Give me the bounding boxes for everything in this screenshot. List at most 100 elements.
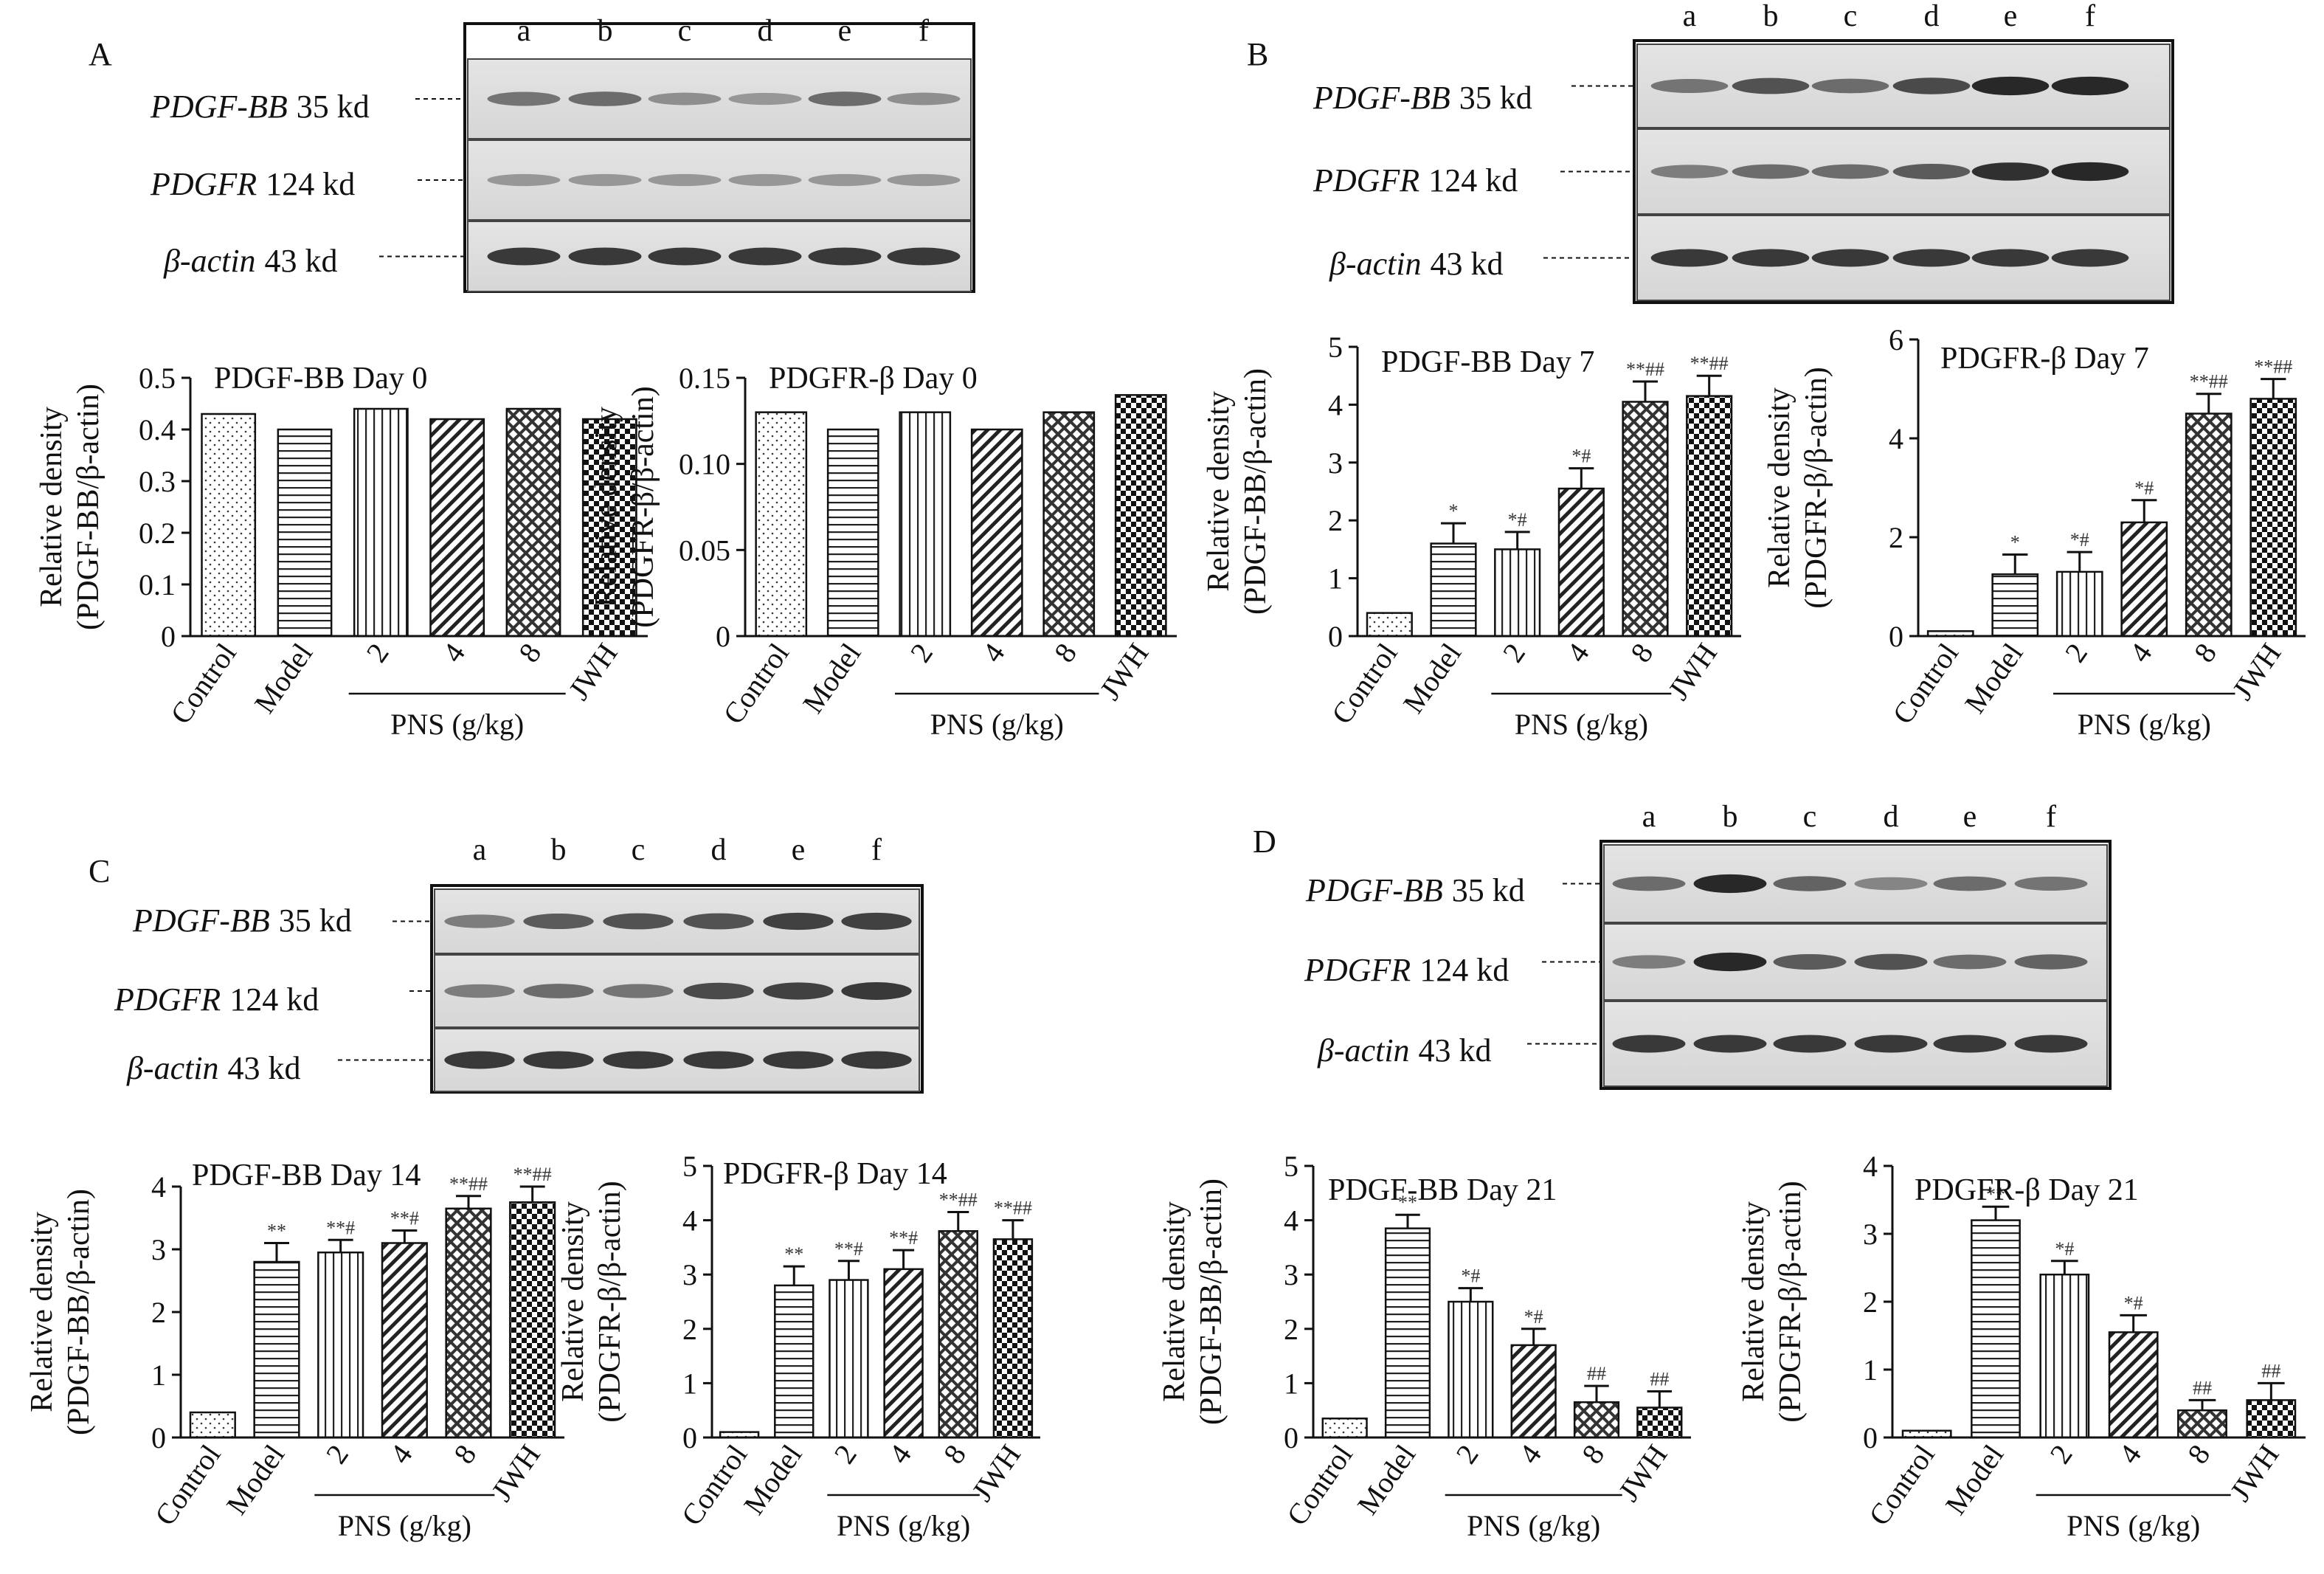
y-tick-label: 5: [1328, 331, 1343, 364]
category-label: Model: [796, 637, 868, 719]
lane-label: f: [2085, 0, 2095, 33]
category-label: JWH: [965, 1438, 1027, 1507]
lane-label: a: [1683, 0, 1697, 33]
category-label: 4: [882, 1438, 918, 1469]
category-label: 4: [975, 637, 1011, 668]
blot-label: PDGFR 124 kd: [150, 166, 355, 202]
lane-label: b: [551, 833, 567, 867]
significance-label: **#: [326, 1217, 355, 1238]
lane-label: e: [792, 833, 806, 867]
y-tick-label: 0: [682, 1421, 697, 1454]
category-label: 4: [1512, 1438, 1548, 1469]
group-label: PNS (g/kg): [2067, 1509, 2200, 1542]
y-tick-label: 6: [1889, 323, 1903, 356]
y-tick-label: 0.5: [139, 362, 176, 395]
chart-title: PDGF-BB Day 7: [1381, 345, 1594, 379]
lane-label: d: [1924, 0, 1940, 33]
y-tick-label: 4: [1863, 1150, 1878, 1183]
category-label: 2: [2043, 1438, 2078, 1469]
category-label: JWH: [1093, 637, 1155, 705]
lane-label: f: [871, 833, 882, 867]
blot-size: 43 kd: [1431, 246, 1504, 282]
chart-title: PDGF-BB Day 0: [214, 362, 427, 396]
bar-8: [505, 407, 561, 638]
blot-band: [2014, 877, 2088, 891]
blot-band: [487, 92, 561, 106]
blot-band: [603, 1051, 674, 1069]
y-tick-label: 2: [151, 1296, 166, 1329]
blot-band: [1971, 162, 2050, 181]
blot-size: 35 kd: [279, 902, 352, 939]
y-tick-label: 3: [151, 1233, 166, 1266]
blot-band: [1650, 79, 1729, 93]
bar-model: [1430, 542, 1477, 638]
y-axis-label: Relative density: [1763, 387, 1796, 588]
blot-band: [1773, 876, 1847, 891]
bar-2: [829, 1279, 869, 1439]
blot-label: PDGF-BB 35 kd: [132, 902, 352, 939]
significance-label: **##: [449, 1173, 488, 1195]
y-tick-label: 0: [1889, 620, 1903, 653]
bar-model: [1991, 573, 2039, 638]
bar-4: [1557, 487, 1605, 638]
blot-size: 43 kd: [228, 1050, 301, 1086]
chart-6: ** **# **# **## **## 0 1 2 3 4 5 PDGFR-β Day 14 Rela…: [556, 1150, 1040, 1542]
blot-name: PDGF-BB: [1313, 80, 1450, 116]
bar-2: [2039, 1273, 2090, 1439]
group-label: PNS (g/kg): [837, 1509, 970, 1542]
y-axis-label: Relative density: [1158, 1201, 1192, 1402]
blot-strip: [434, 1028, 920, 1092]
category-label: 8: [447, 1438, 483, 1469]
y-tick-label: 1: [682, 1367, 697, 1400]
lane-label: a: [473, 833, 487, 867]
significance-label: *: [1449, 500, 1459, 522]
blot-row: PDGFR 124 kd: [150, 139, 972, 221]
y-axis-label: (PDGFR-β/β-actin): [1799, 367, 1833, 608]
significance-label: *#: [1461, 1266, 1480, 1287]
bar-model: [1384, 1227, 1431, 1439]
blot-band: [568, 92, 642, 106]
y-tick-label: 2: [682, 1313, 697, 1346]
chart-title: PDGFR-β Day 21: [1915, 1173, 2139, 1207]
bar-4: [970, 428, 1023, 638]
chart-title: PDGF-BB Day 14: [192, 1159, 421, 1192]
blot-name: PDGFR: [1304, 952, 1411, 988]
group-label: PNS (g/kg): [930, 708, 1064, 741]
blot-panel-a: Aa b c d e f PDGF-BB 35 kd PDGFR 124 kd β-actin 43 …: [89, 14, 975, 293]
y-tick-label: 2: [1284, 1313, 1298, 1346]
y-tick-label: 3: [1863, 1218, 1878, 1251]
blot-name: β-actin: [126, 1050, 219, 1086]
bar-model: [1971, 1219, 2021, 1439]
blot-name: β-actin: [1317, 1032, 1410, 1069]
blot-band: [683, 1051, 754, 1069]
blot-row: PDGF-BB 35 kd: [1313, 44, 2171, 128]
category-label: 4: [436, 637, 471, 668]
lane-label: f: [919, 14, 929, 48]
category-label: JWH: [562, 637, 624, 705]
chart-title: PDGFR-β Day 7: [1940, 342, 2149, 376]
blot-frame: [1600, 840, 2112, 1090]
blot-band: [2051, 162, 2129, 182]
blot-band: [1933, 876, 2007, 891]
y-tick-label: 0.10: [679, 448, 730, 481]
blot-size: 35 kd: [1459, 80, 1532, 116]
blot-band: [523, 1051, 594, 1069]
panel-letter: D: [1253, 824, 1276, 860]
bar-jwh: [581, 418, 637, 638]
blot-band: [648, 173, 722, 187]
lane-label: b: [598, 14, 613, 48]
blot-panel-b: Ba b c d e f PDGF-BB 35 kd PDGFR 124 kd β-actin 43 …: [1247, 0, 2174, 304]
bar-8: [445, 1207, 492, 1439]
blot-band: [2051, 249, 2129, 267]
lane-label: c: [678, 14, 692, 48]
significance-label: **##: [513, 1164, 552, 1185]
chart-7: ** *# *# ## ## 0 1 2 3 4 5 PDGF-BB Day 21 Relative d…: [1158, 1150, 1691, 1542]
bar-jwh: [509, 1201, 556, 1439]
category-label: Model: [1939, 1438, 2010, 1520]
lane-label: b: [1723, 800, 1738, 834]
significance-label: **##: [2254, 356, 2292, 378]
blot-strip: [434, 888, 920, 954]
y-tick-label: 0.4: [139, 413, 176, 446]
